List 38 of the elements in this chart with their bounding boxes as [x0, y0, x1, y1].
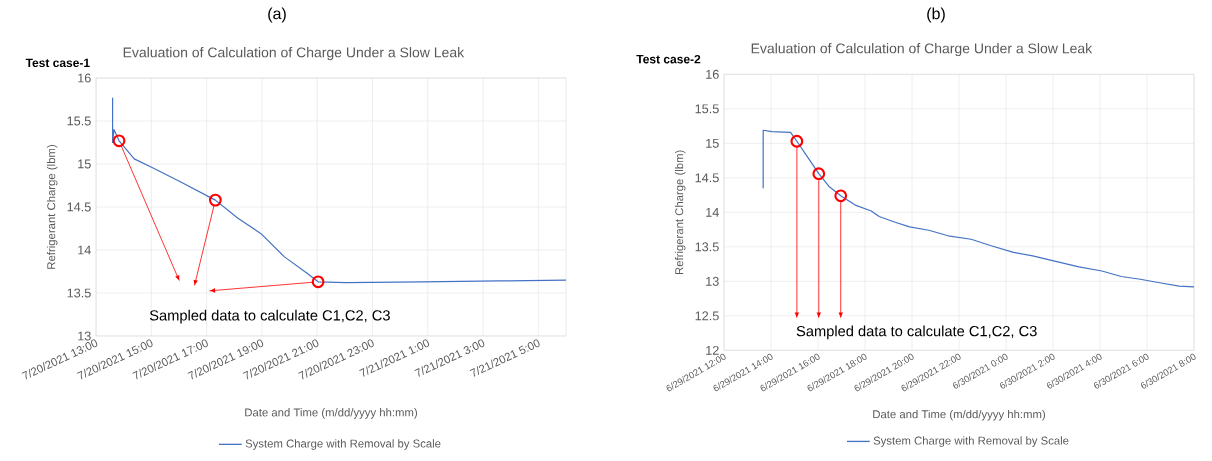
text: Test case-1	[25, 58, 90, 68]
text: (a)	[268, 7, 286, 23]
y-tick-label: 15.5	[695, 104, 719, 114]
y-tick-label: 15	[78, 159, 91, 169]
annotation: Sampled data to calculate C1,C2, C3	[796, 325, 1037, 340]
point	[834, 189, 848, 203]
annotation: Sampled data to calculate C1,C2, C3	[149, 309, 390, 324]
y-tick-label: 13	[706, 276, 719, 286]
y-tick-label: 14.5	[695, 173, 719, 183]
line-series	[762, 129, 1195, 288]
legend-label: System Charge with Removal by Scale	[873, 436, 1069, 447]
point	[112, 134, 126, 148]
y-tick-label: 16	[78, 73, 91, 83]
y-tick-label: 12.5	[695, 311, 719, 321]
y-tick-label: 15	[706, 138, 719, 148]
legend-label: System Charge with Removal by Scale	[245, 439, 441, 450]
point	[812, 167, 826, 181]
y-tick-label: 16	[706, 69, 719, 79]
y-tick-label: 13.5	[67, 288, 91, 298]
y-tick-label: 14	[706, 207, 719, 217]
y-tick-label: 13	[78, 331, 91, 341]
x-axis-title: Date and Time (m/dd/yyyy hh:mm)	[873, 409, 1045, 421]
y-tick-label: 14.5	[67, 202, 91, 212]
point	[208, 193, 222, 207]
y-axis-title: Refrigerant Charge (lbm)	[674, 150, 686, 275]
y-tick-label: 15.5	[67, 116, 91, 126]
y-tick-label: 12	[706, 345, 719, 355]
point	[790, 134, 804, 148]
y-axis-title: Refrigerant Charge (lbm)	[46, 145, 58, 269]
text: (b)	[927, 7, 945, 23]
x-axis-title: Date and Time (m/dd/yyyy hh:mm)	[245, 408, 417, 419]
text: Test case-2	[636, 54, 701, 64]
y-tick-label: 13.5	[695, 242, 719, 252]
point	[311, 275, 325, 289]
y-tick-label: 14	[78, 245, 91, 255]
line-series	[111, 97, 567, 284]
chart-title: Evaluation of Calculation of Charge Under a Slow Leak	[751, 43, 1093, 57]
chart-title: Evaluation of Calculation of Charge Under a Slow Leak	[123, 47, 465, 61]
